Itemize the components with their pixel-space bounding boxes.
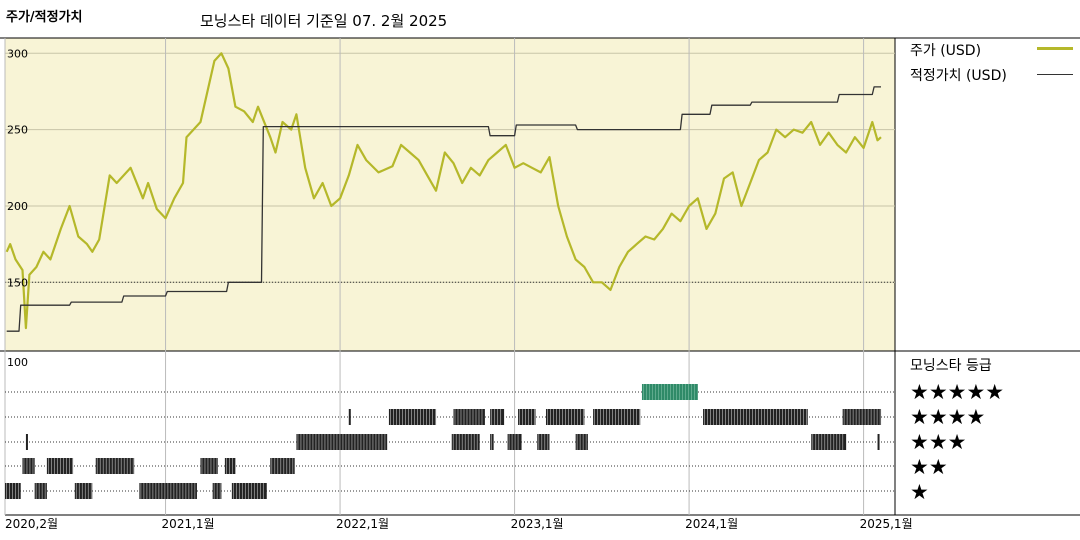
rating-segment <box>95 458 135 474</box>
rating-segment <box>593 409 641 425</box>
rating-segment-fill <box>388 409 437 425</box>
legend-price-swatch <box>1037 47 1073 50</box>
stars-three: ★★★ <box>910 430 967 454</box>
rating-segment <box>877 434 880 450</box>
stars-two: ★★ <box>910 455 948 479</box>
rating-segment <box>200 458 218 474</box>
x-tick-label: 2025,1월 <box>860 517 913 531</box>
rating-segment-fill <box>490 409 505 425</box>
legend-fair-value-swatch <box>1037 74 1073 75</box>
rating-segment <box>518 409 536 425</box>
rating-segment <box>74 483 93 499</box>
rating-segment <box>451 434 480 450</box>
page-title: 주가/적정가치 <box>6 10 83 25</box>
rating-segment <box>811 434 847 450</box>
rating-segment <box>212 483 222 499</box>
stars-one: ★ <box>910 480 929 504</box>
rating-segment <box>575 434 588 450</box>
y-tick-label: 250 <box>7 124 28 137</box>
rating-segment <box>270 458 295 474</box>
x-tick-label: 2022,1월 <box>336 517 389 531</box>
rating-top-label: 100 <box>7 356 28 369</box>
rating-segment-fill <box>593 409 641 425</box>
rating-segment-fill <box>224 458 236 474</box>
rating-segment-fill <box>200 458 218 474</box>
upper-panel-background <box>5 38 895 351</box>
legend-fair-value-label: 적정가치 (USD) <box>910 68 1007 84</box>
rating-segment <box>490 409 505 425</box>
rating-segment-fill <box>811 434 847 450</box>
rating-segment-fill <box>877 434 880 450</box>
rating-segment <box>641 384 698 400</box>
rating-segment-fill <box>231 483 267 499</box>
rating-segment <box>545 409 585 425</box>
x-tick-label: 2023,1월 <box>511 517 564 531</box>
rating-segment <box>507 434 522 450</box>
rating-panel-title: 모닝스타 등급 <box>910 358 992 374</box>
rating-segment-fill <box>74 483 93 499</box>
rating-segment <box>231 483 267 499</box>
rating-segment <box>348 409 351 425</box>
rating-segment <box>842 409 882 425</box>
rating-segment-fill <box>537 434 550 450</box>
rating-segment-fill <box>348 409 351 425</box>
rating-segment <box>46 458 74 474</box>
stars-five: ★★★★★ <box>910 380 1005 404</box>
rating-segment <box>5 483 21 499</box>
rating-segment-fill <box>575 434 588 450</box>
rating-segment-fill <box>22 458 35 474</box>
rating-segment <box>388 409 437 425</box>
rating-segment-fill <box>641 384 698 400</box>
price-series-line <box>5 52 882 330</box>
rating-segment <box>537 434 550 450</box>
chart-subtitle: 모닝스타 데이터 기준일 07. 2월 2025 <box>200 12 448 30</box>
rating-segment-fill <box>25 434 28 450</box>
legend-price-label: 주가 (USD) <box>910 43 982 59</box>
rating-segment-fill <box>507 434 522 450</box>
rating-segment <box>453 409 485 425</box>
x-tick-label: 2024,1월 <box>685 517 738 531</box>
rating-segment-fill <box>518 409 536 425</box>
rating-segment <box>22 458 35 474</box>
y-tick-label: 150 <box>7 276 28 289</box>
fair-value-series-line <box>6 86 881 332</box>
x-tick-label: 2020,2월 <box>5 517 58 531</box>
rating-segment <box>490 434 494 450</box>
rating-segment-fill <box>34 483 47 499</box>
rating-segment <box>139 483 197 499</box>
y-tick-label: 300 <box>7 47 28 60</box>
y-tick-label: 200 <box>7 200 28 213</box>
rating-segment <box>703 409 808 425</box>
rating-segment-fill <box>451 434 480 450</box>
rating-segment <box>25 434 28 450</box>
stars-four: ★★★★ <box>910 405 986 429</box>
rating-segment <box>296 434 388 450</box>
rating-segment-fill <box>270 458 295 474</box>
rating-segment <box>34 483 47 499</box>
x-tick-label: 2021,1월 <box>162 517 215 531</box>
rating-segment <box>224 458 236 474</box>
